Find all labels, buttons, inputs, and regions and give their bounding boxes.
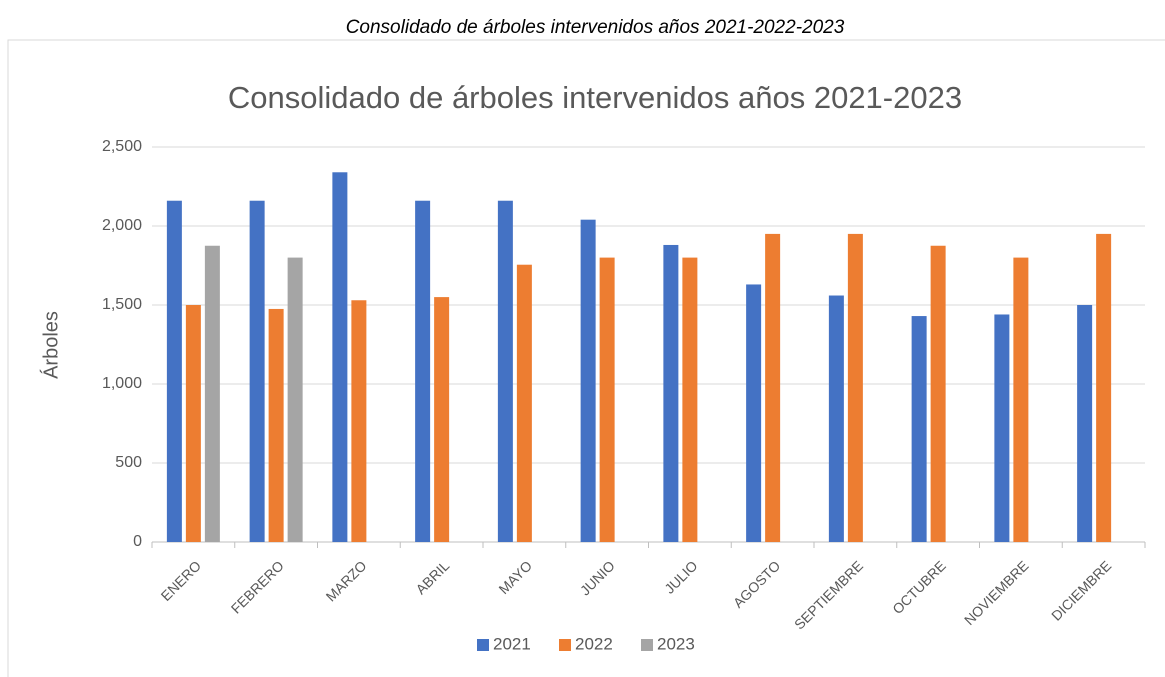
bar [268,308,284,542]
y-tick-label: 500 [115,454,142,471]
bar [249,200,265,542]
bar [1013,257,1029,542]
bar [351,300,367,542]
bar [185,305,201,542]
x-tick-label: JULIO [661,557,700,596]
x-tick-label: SEPTIEMBRE [791,557,866,632]
chart-title: Consolidado de árboles intervenidos años… [228,80,962,115]
bar [828,295,844,542]
bar [1096,233,1112,542]
bar [911,316,927,542]
bar [497,200,513,542]
bar [166,200,182,542]
bar [746,284,762,542]
legend-label: 2021 [493,634,531,653]
bar [994,314,1010,542]
y-tick-label: 1,000 [102,375,142,392]
bar [682,257,698,542]
bar [1077,305,1093,542]
bar [332,172,348,542]
bar [847,233,863,542]
y-tick-label: 2,500 [102,138,142,155]
x-tick-label: DICIEMBRE [1048,557,1114,623]
bar [765,233,781,542]
bar [599,257,615,542]
chart-border [7,39,1165,677]
legend-label: 2022 [575,634,613,653]
x-tick-label: MAYO [495,557,535,597]
x-tick-label: ENERO [158,557,205,604]
bar [415,200,431,542]
bar [434,297,450,542]
x-tick-label: NOVIEMBRE [961,557,1032,628]
x-tick-label: OCTUBRE [889,557,949,617]
legend-swatch [559,639,571,651]
legend-swatch [641,639,653,651]
bar [516,264,532,542]
y-tick-label: 1,500 [102,296,142,313]
x-tick-label: ABRIL [412,557,452,597]
y-axis-label: Árboles [39,311,62,379]
bar [930,245,946,542]
bar [204,245,220,542]
y-tick-label: 2,000 [102,217,142,234]
caption: Consolidado de árboles intervenidos años… [346,17,845,38]
x-tick-label: MARZO [323,557,370,604]
bar [663,244,679,542]
x-tick-label: FEBRERO [228,557,287,616]
legend-swatch [477,639,489,651]
x-tick-label: JUNIO [577,557,618,598]
legend-label: 2023 [657,634,695,653]
bar [580,219,596,542]
x-tick-label: AGOSTO [730,557,784,611]
bar [287,257,303,542]
y-tick-label: 0 [133,533,142,550]
